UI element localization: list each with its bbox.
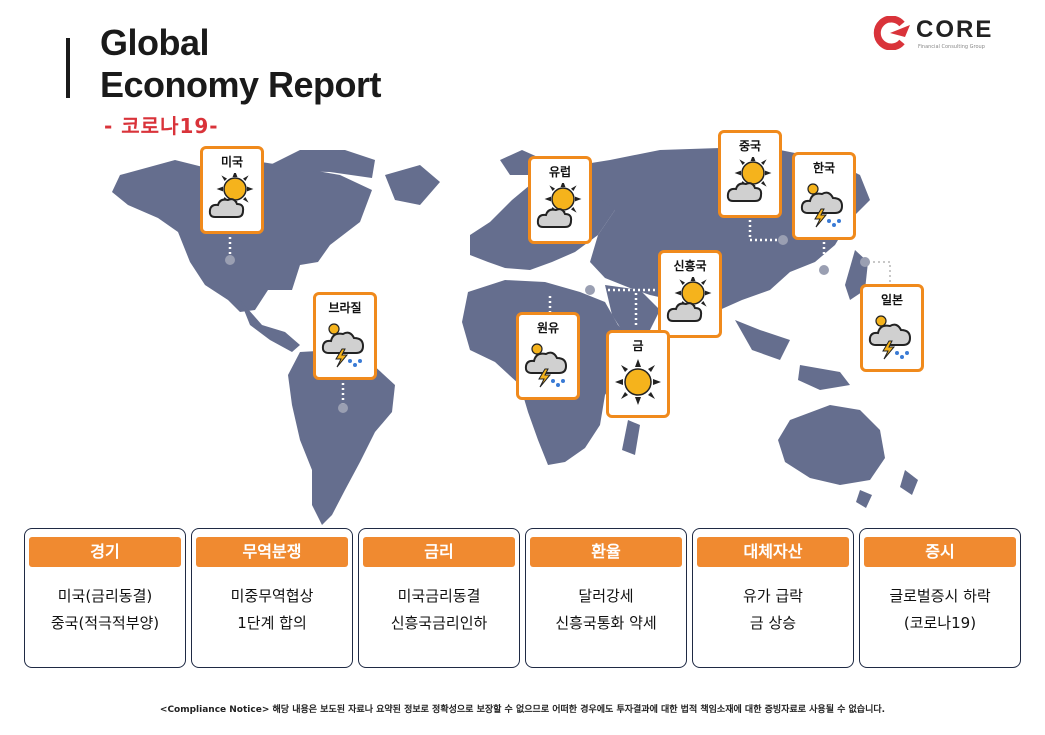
panel-line: 달러강세 <box>578 587 634 605</box>
thunderstorm-icon <box>321 323 365 368</box>
panel-line: 미중무역협상 <box>230 587 314 605</box>
panel-stock-market: 증시 글로벌증시 하락 (코로나19) <box>859 528 1021 668</box>
region-label: 일본 <box>880 293 904 307</box>
region-card-japan: 일본 <box>860 284 924 372</box>
panel-header: 경기 <box>29 537 181 567</box>
region-card-oil: 원유 <box>516 312 580 400</box>
region-card-europe: 유럽 <box>528 156 592 244</box>
region-card-gold: 금 <box>606 330 670 418</box>
panel-body: 미국금리동결 신흥국금리인하 <box>359 583 519 637</box>
panel-line: 1단계 합의 <box>237 614 307 632</box>
region-card-usa: 미국 <box>200 146 264 234</box>
panel-exchange-rate: 환율 달러강세 신흥국통화 약세 <box>525 528 687 668</box>
south-america-shape <box>288 350 395 525</box>
north-america-shape <box>112 160 372 312</box>
connector-china <box>748 215 783 242</box>
page-title-line2: Economy Report <box>100 64 382 105</box>
partly-sunny-icon <box>208 173 254 218</box>
region-label: 한국 <box>812 161 836 175</box>
panel-body: 달러강세 신흥국통화 약세 <box>526 583 686 637</box>
page-title-line1: Global <box>100 22 210 63</box>
region-label: 중국 <box>738 139 762 153</box>
panel-line: (코로나19) <box>903 614 977 632</box>
logo-wordmark: CORE <box>916 16 994 43</box>
panel-trade-war: 무역분쟁 미중무역협상 1단계 합의 <box>191 528 353 668</box>
region-card-emerging: 신흥국 <box>658 250 722 338</box>
panel-economy: 경기 미국(금리동결) 중국(적극적부양) <box>24 528 186 668</box>
panel-line: 미국금리동결 <box>397 587 481 605</box>
region-card-brazil: 브라질 <box>313 292 377 380</box>
core-logo: CORE Financial Consulting Group <box>872 16 1002 52</box>
logo-tagline: Financial Consulting Group <box>918 44 985 50</box>
partly-sunny-icon <box>726 157 772 202</box>
region-label: 신흥국 <box>673 259 707 273</box>
thunderstorm-icon <box>868 315 912 360</box>
panel-header: 무역분쟁 <box>196 537 348 567</box>
title-accent-bar <box>66 38 70 98</box>
panel-body: 글로벌증시 하락 (코로나19) <box>860 583 1020 637</box>
panel-line: 글로벌증시 하락 <box>889 587 991 605</box>
panel-header: 증시 <box>864 537 1016 567</box>
region-label: 미국 <box>220 155 244 169</box>
panel-line: 미국(금리동결) <box>57 587 153 605</box>
thunderstorm-icon <box>524 343 568 388</box>
panel-line: 유가 급락 <box>743 587 803 605</box>
australia-shape <box>778 405 885 485</box>
sun-icon <box>615 359 661 405</box>
panel-line: 금 상승 <box>749 614 797 632</box>
compliance-notice: <Compliance Notice> 해당 내용은 보도된 자료나 요약된 정… <box>159 705 886 715</box>
region-label: 금 <box>632 339 644 353</box>
panel-interest-rate: 금리 미국금리동결 신흥국금리인하 <box>358 528 520 668</box>
panel-header: 대체자산 <box>697 537 849 567</box>
panel-body: 유가 급락 금 상승 <box>693 583 853 637</box>
panel-body: 미중무역협상 1단계 합의 <box>192 583 352 637</box>
panel-alternative-assets: 대체자산 유가 급락 금 상승 <box>692 528 854 668</box>
region-label: 브라질 <box>328 301 362 315</box>
page-title: Global Economy Report <box>100 22 382 106</box>
partly-sunny-icon <box>666 277 712 322</box>
panel-body: 미국(금리동결) 중국(적극적부양) <box>25 583 185 637</box>
region-card-korea: 한국 <box>792 152 856 240</box>
panel-line: 중국(적극적부양) <box>50 614 160 632</box>
thunderstorm-icon <box>800 183 844 228</box>
region-label: 원유 <box>536 321 560 335</box>
core-logo-mark <box>873 16 910 50</box>
partly-sunny-icon <box>536 183 582 228</box>
panel-line: 신흥국금리인하 <box>390 614 488 632</box>
page-subtitle: - 코로나19- <box>104 114 219 138</box>
panel-header: 환율 <box>530 537 682 567</box>
region-label: 유럽 <box>548 165 572 179</box>
connector-japan <box>868 261 891 285</box>
panel-header: 금리 <box>363 537 515 567</box>
panel-line: 신흥국통화 약세 <box>555 614 657 632</box>
region-card-china: 중국 <box>718 130 782 218</box>
